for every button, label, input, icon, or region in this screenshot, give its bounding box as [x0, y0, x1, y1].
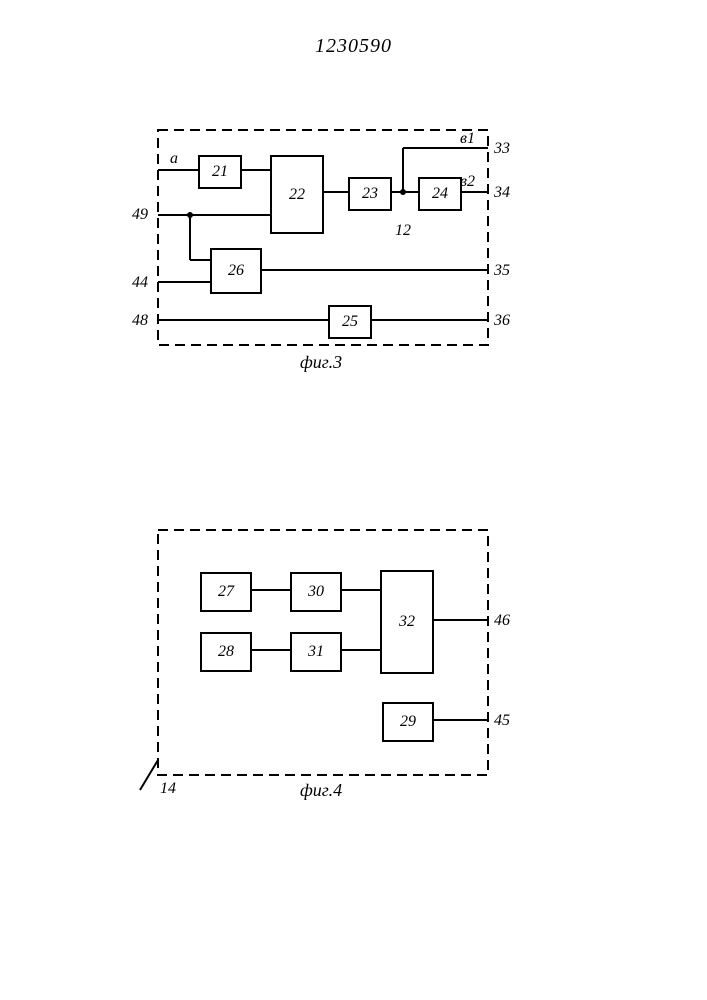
block-29: 29	[382, 702, 434, 742]
label-46: 46	[494, 612, 510, 630]
fig4-svg	[0, 0, 707, 1000]
label-45: 45	[494, 712, 510, 730]
block-28: 28	[200, 632, 252, 672]
block-30: 30	[290, 572, 342, 612]
fig4-caption: фиг.4	[300, 780, 342, 801]
label-14: 14	[160, 780, 176, 798]
block-32: 32	[380, 570, 434, 674]
block-31: 31	[290, 632, 342, 672]
block-27: 27	[200, 572, 252, 612]
